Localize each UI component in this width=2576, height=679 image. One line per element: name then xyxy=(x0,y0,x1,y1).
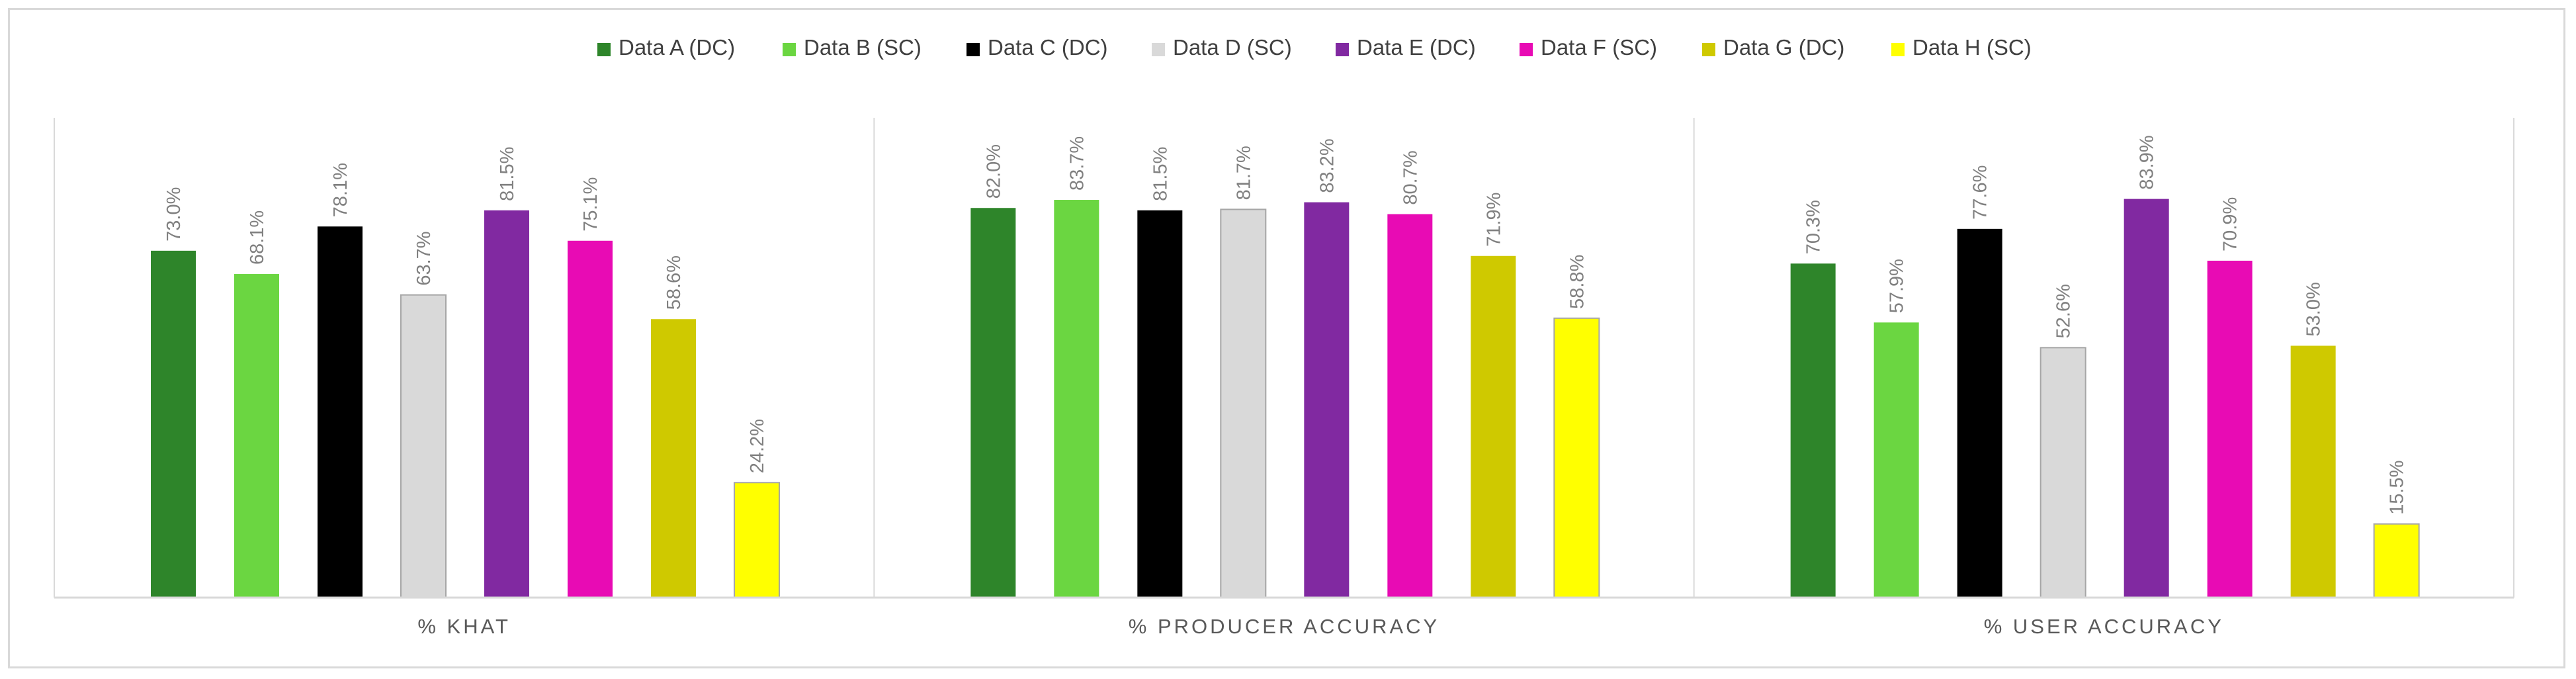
bar-2-5 xyxy=(1304,202,1350,598)
data-label-1-3: 78.1% xyxy=(330,163,351,217)
bar-1-7 xyxy=(651,319,696,598)
data-label-3-8: 15.5% xyxy=(2387,460,2408,514)
bar-3-6 xyxy=(2207,260,2253,598)
bar-1-6 xyxy=(568,240,613,598)
data-label-1-6: 75.1% xyxy=(580,177,601,232)
bar-2-8 xyxy=(1553,317,1600,598)
bar-1-4 xyxy=(400,294,447,598)
legend-swatch-8 xyxy=(1891,43,1905,56)
legend-label-2: Data B (SC) xyxy=(804,35,922,60)
bar-2-4 xyxy=(1220,208,1267,599)
bar-2-6 xyxy=(1387,214,1433,598)
legend-label-4: Data D (SC) xyxy=(1173,35,1292,60)
legend-swatch-4 xyxy=(1152,43,1165,56)
legend-label-1: Data A (DC) xyxy=(619,35,735,60)
bar-3-2 xyxy=(1873,322,1919,598)
data-label-3-7: 53.0% xyxy=(2303,282,2325,336)
legend-swatch-1 xyxy=(597,43,611,56)
bar-1-1 xyxy=(151,250,196,598)
bar-1-5 xyxy=(484,210,529,598)
data-label-1-2: 68.1% xyxy=(247,210,268,265)
bar-3-5 xyxy=(2124,199,2169,598)
legend-swatch-6 xyxy=(1520,43,1533,56)
bar-2-7 xyxy=(1471,255,1516,598)
data-label-2-5: 83.2% xyxy=(1316,138,1338,193)
legend-label-3: Data C (DC) xyxy=(988,35,1108,60)
data-label-1-4: 63.7% xyxy=(413,231,435,285)
data-label-3-1: 70.3% xyxy=(1803,200,1825,254)
data-label-1-7: 58.6% xyxy=(664,255,685,310)
bar-2-2 xyxy=(1054,200,1099,598)
bar-3-7 xyxy=(2290,345,2336,598)
bar-1-3 xyxy=(318,226,363,598)
legend-label-6: Data F (SC) xyxy=(1541,35,1657,60)
legend-label-5: Data E (DC) xyxy=(1357,35,1476,60)
bar-1-2 xyxy=(234,274,279,598)
data-label-3-5: 83.9% xyxy=(2137,135,2158,189)
data-label-2-3: 81.5% xyxy=(1150,147,1171,201)
bar-3-3 xyxy=(1957,228,2002,598)
bar-3-1 xyxy=(1790,263,1836,598)
data-label-2-7: 71.9% xyxy=(1483,193,1504,247)
data-label-3-4: 52.6% xyxy=(2053,284,2075,338)
category-label-2: % PRODUCER ACCURACY xyxy=(1129,615,1439,638)
category-label-1: % KHAT xyxy=(417,615,511,638)
legend-swatch-7 xyxy=(1702,43,1715,56)
data-label-2-8: 58.8% xyxy=(1567,255,1588,309)
legend-swatch-3 xyxy=(966,43,980,56)
bar-3-8 xyxy=(2373,523,2420,599)
bar-3-4 xyxy=(2039,347,2086,598)
bar-2-3 xyxy=(1137,210,1183,598)
data-label-2-4: 81.7% xyxy=(1233,146,1254,200)
data-label-3-6: 70.9% xyxy=(2220,197,2241,251)
legend-swatch-2 xyxy=(783,43,796,56)
data-label-2-2: 83.7% xyxy=(1066,136,1088,191)
legend-swatch-5 xyxy=(1336,43,1349,56)
data-label-1-1: 73.0% xyxy=(163,187,185,242)
data-label-1-5: 81.5% xyxy=(497,147,518,201)
data-label-1-8: 24.2% xyxy=(747,419,768,473)
category-label-3: % USER ACCURACY xyxy=(1984,615,2224,638)
data-label-2-1: 82.0% xyxy=(983,144,1004,199)
bar-1-8 xyxy=(734,482,780,599)
data-label-2-6: 80.7% xyxy=(1400,150,1421,204)
bar-2-1 xyxy=(970,208,1016,598)
legend-label-7: Data G (DC) xyxy=(1723,35,1844,60)
data-label-3-3: 77.6% xyxy=(1970,165,1991,220)
data-label-3-2: 57.9% xyxy=(1887,259,1908,313)
legend-label-8: Data H (SC) xyxy=(1912,35,2032,60)
